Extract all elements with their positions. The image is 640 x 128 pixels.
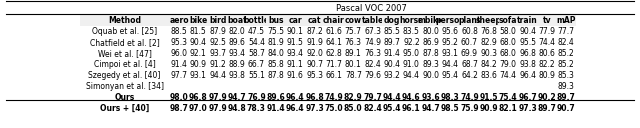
Text: Pascal VOC 2007: Pascal VOC 2007 [336, 4, 406, 13]
